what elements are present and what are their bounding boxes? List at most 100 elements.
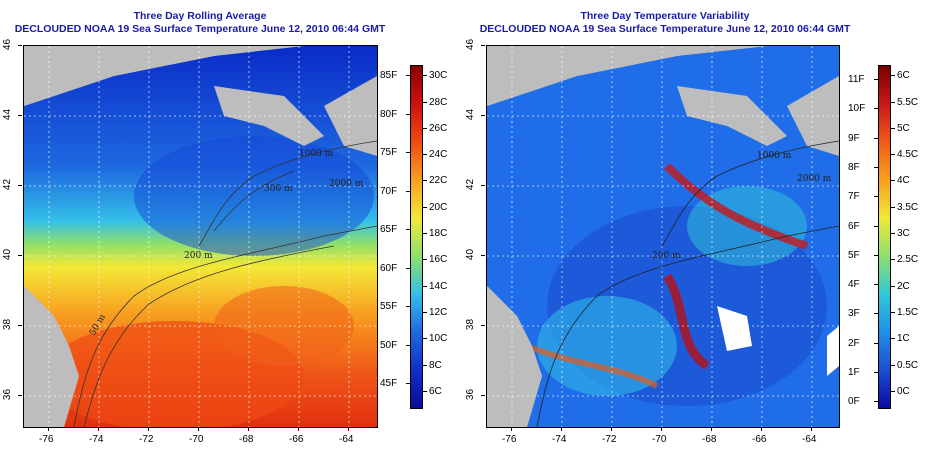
right-contour-label-200: 200 m bbox=[652, 251, 681, 261]
left-cbar-c-label: 10C bbox=[429, 333, 448, 345]
left-colorbar bbox=[410, 65, 423, 409]
left-cbar-c-tick bbox=[423, 233, 427, 235]
right-cbar-c-label: 3C bbox=[897, 228, 910, 240]
left-lon-tick-label: -76 bbox=[39, 434, 54, 445]
left-lat-tick-label: 38 bbox=[2, 318, 14, 331]
left-contour-label-1000: 1000 m bbox=[299, 149, 334, 159]
left-lat-tick bbox=[18, 115, 22, 116]
left-cbar-f-label: 85F bbox=[380, 70, 398, 81]
left-cbar-c-label: 24C bbox=[429, 149, 448, 161]
right-land-coast bbox=[487, 286, 542, 427]
right-cbar-f-label: 4F bbox=[848, 279, 860, 291]
left-lon-tick-label: -72 bbox=[139, 434, 154, 445]
left-cbar-f-tick bbox=[406, 229, 410, 230]
left-cbar-c-tick bbox=[423, 206, 427, 208]
right-cbar-c-tick bbox=[891, 338, 895, 340]
left-lat-tick-label: 42 bbox=[2, 178, 14, 191]
left-cbar-c-tick bbox=[423, 285, 427, 287]
right-high-var-eddy bbox=[663, 273, 710, 370]
right-lat-tick-label: 42 bbox=[465, 178, 477, 191]
left-cbar-c-label: 12C bbox=[429, 307, 448, 319]
right-cbar-f-label: 6F bbox=[848, 220, 860, 232]
right-cbar-c-label: 0C bbox=[897, 385, 910, 397]
left-cbar-f-tick bbox=[406, 383, 410, 384]
right-variability-map: 200 m 1000 m 2000 m bbox=[486, 45, 840, 428]
left-cbar-c-label: 20C bbox=[429, 201, 448, 213]
left-map-canvas: 50 m 200 m 300 m 1000 m 2000 m bbox=[24, 46, 377, 427]
left-cbar-c-tick bbox=[423, 259, 427, 261]
left-cbar-c-tick bbox=[423, 364, 427, 366]
left-cbar-f-tick bbox=[406, 75, 410, 76]
left-lon-tick-label: -66 bbox=[289, 434, 304, 445]
right-cbar-f-label: 3F bbox=[848, 308, 860, 320]
left-cbar-c-label: 16C bbox=[429, 254, 448, 266]
left-lon-tick bbox=[348, 427, 349, 431]
left-cbar-c-label: 18C bbox=[429, 228, 448, 240]
right-cbar-f-tick bbox=[874, 225, 878, 227]
right-cbar-f-label: 0F bbox=[848, 396, 860, 408]
right-lon-tick-label: -76 bbox=[502, 434, 517, 445]
right-bathymetry-contours bbox=[536, 140, 839, 427]
left-cbar-f-tick bbox=[406, 344, 410, 346]
right-lat-tick bbox=[481, 325, 485, 326]
left-lon-tick bbox=[298, 427, 299, 431]
right-cbar-c-tick bbox=[891, 206, 895, 208]
left-lon-tick bbox=[148, 427, 149, 431]
left-graticule bbox=[24, 46, 377, 427]
left-cbar-f-tick bbox=[406, 152, 410, 153]
left-lat-tick bbox=[18, 45, 22, 46]
right-high-var-front bbox=[664, 163, 809, 250]
right-cbar-f-label: 7F bbox=[848, 191, 860, 203]
left-cbar-f-label: 50F bbox=[380, 339, 398, 351]
right-contour-label-2000: 2000 m bbox=[797, 174, 832, 184]
right-cbar-c-tick bbox=[891, 364, 895, 366]
right-lat-tick-label: 44 bbox=[465, 108, 477, 121]
left-lat-tick bbox=[18, 325, 22, 326]
left-lon-tick-label: -64 bbox=[339, 434, 354, 445]
right-cbar-f-tick bbox=[874, 313, 878, 315]
left-cbar-f-label: 45F bbox=[380, 378, 398, 389]
left-land-coast bbox=[24, 286, 79, 427]
left-bathymetry-contours bbox=[73, 140, 377, 427]
left-cbar-f-tick bbox=[406, 113, 410, 115]
right-lon-tick-label: -66 bbox=[752, 434, 767, 445]
left-cbar-c-tick bbox=[423, 154, 427, 156]
right-cbar-f-label: 2F bbox=[848, 337, 860, 349]
right-lat-tick bbox=[481, 45, 485, 46]
right-cbar-c-tick bbox=[891, 154, 895, 156]
right-cbar-c-label: 4.5C bbox=[897, 149, 919, 161]
right-cbar-f-tick bbox=[874, 372, 878, 373]
left-title-line2: DECLOUDED NOAA 19 Sea Surface Temperatur… bbox=[14, 23, 386, 35]
right-cbar-c-tick bbox=[891, 233, 895, 235]
right-cbar-c-tick bbox=[891, 312, 895, 314]
right-missing-patch-2 bbox=[827, 326, 839, 376]
left-lon-tick bbox=[248, 427, 249, 431]
right-lon-tick-label: -70 bbox=[652, 434, 667, 445]
right-lat-tick bbox=[481, 185, 485, 186]
right-lon-tick-label: -72 bbox=[602, 434, 617, 445]
right-cbar-c-tick bbox=[891, 101, 895, 103]
right-cbar-c-label: 1.5C bbox=[897, 307, 919, 319]
left-cbar-f-label: 75F bbox=[380, 147, 398, 158]
right-cbar-f-tick bbox=[874, 196, 878, 198]
right-graticule bbox=[487, 46, 839, 427]
right-lon-tick bbox=[511, 427, 512, 431]
right-cbar-c-label: 2.5C bbox=[897, 254, 919, 266]
left-lat-tick bbox=[18, 255, 22, 256]
right-cbar-c-label: 3.5C bbox=[897, 201, 919, 213]
right-cbar-f-label: 9F bbox=[848, 132, 860, 144]
left-cbar-f-label: 55F bbox=[380, 301, 398, 312]
right-lon-tick bbox=[661, 427, 662, 431]
right-cbar-c-label: 2C bbox=[897, 280, 910, 292]
right-missing-patch-1 bbox=[717, 306, 752, 351]
left-cbar-c-label: 22C bbox=[429, 175, 448, 187]
left-cbar-c-label: 28C bbox=[429, 96, 448, 108]
right-lon-tick bbox=[711, 427, 712, 431]
right-lon-tick-label: -74 bbox=[552, 434, 567, 445]
left-cool-water bbox=[134, 136, 374, 256]
left-cbar-c-tick bbox=[423, 390, 427, 392]
left-contour-label-300: 300 m bbox=[264, 184, 293, 194]
right-lat-tick bbox=[481, 115, 485, 116]
left-lat-tick bbox=[18, 395, 22, 396]
right-cbar-f-tick bbox=[874, 137, 878, 139]
